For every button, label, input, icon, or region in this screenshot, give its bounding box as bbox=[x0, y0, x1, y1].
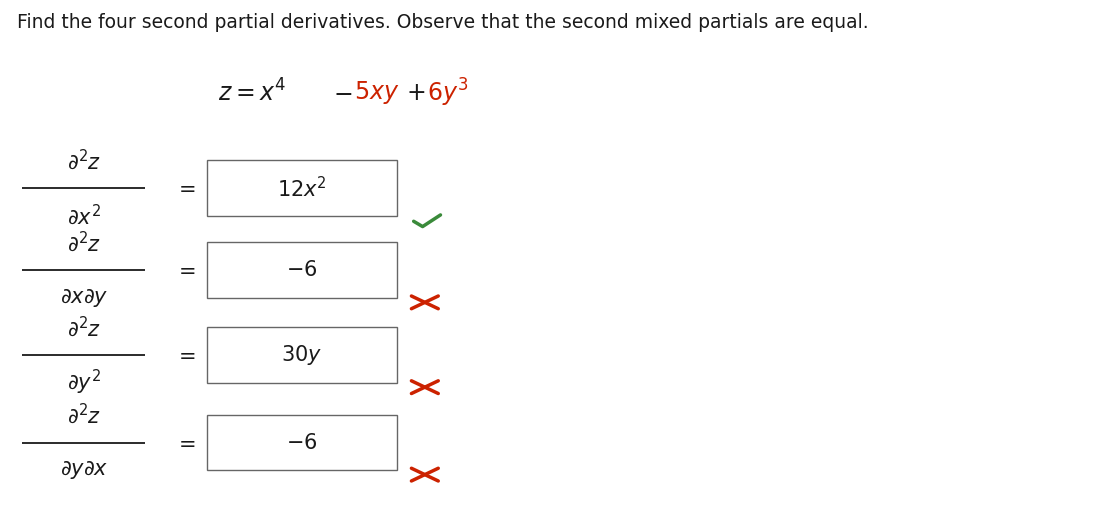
Text: $-$: $-$ bbox=[333, 81, 352, 105]
Text: $=$: $=$ bbox=[173, 345, 196, 365]
Text: $z = x^4$: $z = x^4$ bbox=[218, 79, 286, 107]
FancyBboxPatch shape bbox=[207, 414, 397, 471]
FancyBboxPatch shape bbox=[207, 160, 397, 216]
Text: $=$: $=$ bbox=[173, 260, 196, 280]
Text: $\partial x^2$: $\partial x^2$ bbox=[67, 204, 101, 228]
Text: $+$: $+$ bbox=[406, 81, 425, 105]
Text: $\partial^2z$: $\partial^2z$ bbox=[67, 231, 101, 255]
Text: $\partial y\partial x$: $\partial y\partial x$ bbox=[59, 459, 108, 481]
FancyBboxPatch shape bbox=[207, 327, 397, 383]
Text: $-6$: $-6$ bbox=[286, 260, 318, 280]
Text: $\partial^2z$: $\partial^2z$ bbox=[67, 403, 101, 427]
Text: $12x^2$: $12x^2$ bbox=[277, 175, 326, 201]
Text: $=$: $=$ bbox=[173, 432, 196, 453]
Text: $\partial y^2$: $\partial y^2$ bbox=[67, 368, 101, 398]
FancyBboxPatch shape bbox=[207, 243, 397, 298]
Text: Find the four second partial derivatives. Observe that the second mixed partials: Find the four second partial derivatives… bbox=[17, 13, 869, 32]
Text: $30y$: $30y$ bbox=[282, 343, 322, 367]
Text: $\partial^2z$: $\partial^2z$ bbox=[67, 148, 101, 173]
Text: $=$: $=$ bbox=[173, 178, 196, 198]
Text: $5xy$: $5xy$ bbox=[354, 80, 399, 106]
Text: $6y^3$: $6y^3$ bbox=[427, 77, 468, 109]
Text: $\partial x\partial y$: $\partial x\partial y$ bbox=[59, 287, 108, 309]
Text: $\partial^2z$: $\partial^2z$ bbox=[67, 315, 101, 340]
Text: $-6$: $-6$ bbox=[286, 432, 318, 453]
